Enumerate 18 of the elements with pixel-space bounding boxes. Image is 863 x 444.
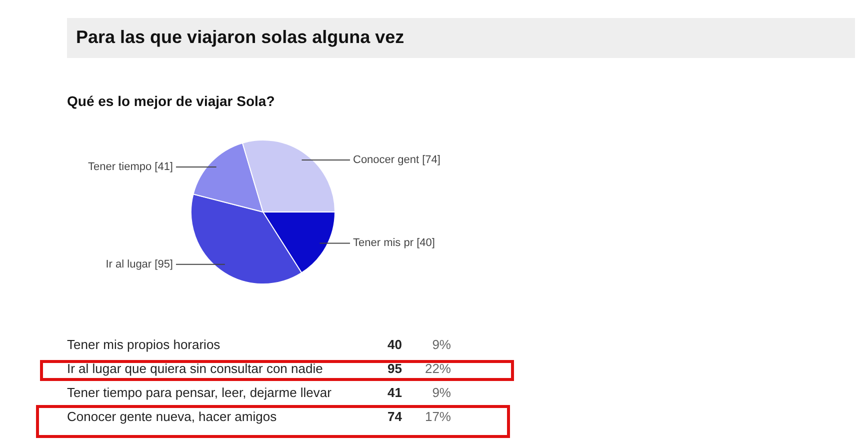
chart-subtitle: Qué es lo mejor de viajar Sola? (67, 93, 275, 109)
slice-label: Tener tiempo [41] (88, 161, 173, 174)
text: 22% (424, 360, 451, 378)
text: Tener tiempo para pensar, leer, dejarme llevar (67, 384, 332, 402)
text: 9% (432, 336, 451, 354)
slice-label: Tener mis pr [40] (353, 237, 435, 250)
text: 41 (388, 384, 402, 402)
text: Tener mis propios horarios (67, 336, 220, 354)
slice-label: Conocer gent [74] (353, 154, 440, 166)
text: Conocer gente nueva, hacer amigos (67, 408, 277, 426)
chart-title: Para las que viajaron solas alguna vez (76, 27, 404, 48)
text: 95 (388, 360, 402, 378)
text: 9% (432, 384, 451, 402)
slice-label: Ir al lugar [95] (106, 258, 173, 270)
text: 17% (424, 408, 451, 426)
text: Ir al lugar que quiera sin consultar con nadie (67, 360, 323, 378)
text: 74 (388, 408, 402, 426)
text: 40 (388, 336, 402, 354)
